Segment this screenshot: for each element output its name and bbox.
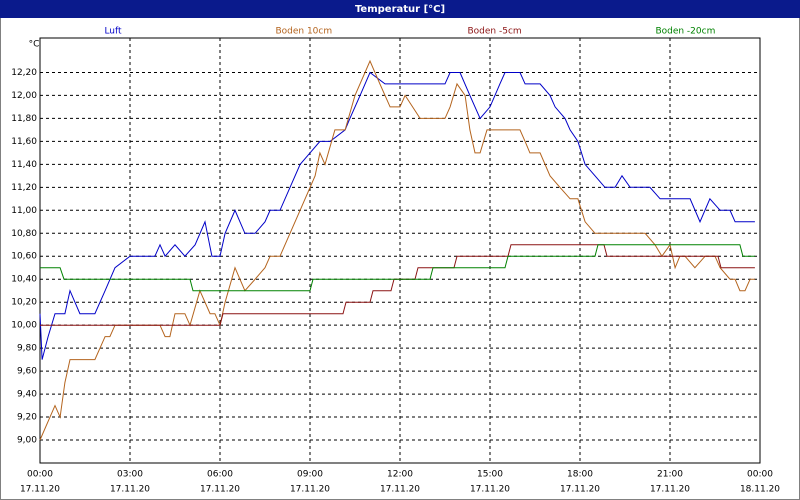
x-tick-label: 00:00: [27, 470, 53, 480]
y-tick-label: 10,20: [11, 298, 37, 308]
x-tick-date: 17.11.20: [560, 485, 600, 495]
x-tick-label: 03:00: [117, 470, 143, 480]
x-tick-label: 15:00: [477, 470, 503, 480]
x-tick-date: 18.11.20: [740, 485, 780, 495]
y-tick-label: 12,20: [11, 68, 37, 78]
y-tick-label: 9,60: [17, 367, 37, 377]
x-tick-label: 18:00: [567, 470, 593, 480]
chart-title: Temperatur [°C]: [355, 4, 445, 15]
y-tick-label: 12,00: [11, 91, 37, 101]
x-tick-date: 17.11.20: [380, 485, 420, 495]
legend-entry: Boden -5cm: [468, 27, 522, 37]
series-line: [40, 244, 755, 292]
legend-entry: Boden 10cm: [275, 27, 332, 37]
y-tick-label: 9,80: [17, 344, 37, 354]
x-tick-label: 12:00: [387, 470, 413, 480]
legend-entry: Luft: [104, 27, 122, 37]
y-tick-label: 11,80: [11, 114, 37, 124]
y-tick-label: 10,60: [11, 252, 37, 262]
x-tick-date: 17.11.20: [110, 485, 150, 495]
y-tick-label: 10,00: [11, 321, 37, 331]
y-tick-label: 11,60: [11, 137, 37, 147]
y-tick-label: 9,00: [17, 436, 37, 446]
y-tick-label: 9,20: [17, 413, 37, 423]
y-tick-label: 11,40: [11, 160, 37, 170]
series-line: [39, 59, 755, 441]
y-unit: °C: [29, 40, 40, 50]
title-bar: [0, 0, 800, 18]
y-tick-label: 11,00: [11, 206, 37, 216]
series-line: [40, 244, 755, 326]
x-tick-date: 17.11.20: [200, 485, 240, 495]
y-tick-label: 10,40: [11, 275, 37, 285]
x-tick-date: 17.11.20: [650, 485, 690, 495]
x-tick-date: 17.11.20: [20, 485, 60, 495]
x-tick-date: 17.11.20: [290, 485, 330, 495]
x-tick-date: 17.11.20: [470, 485, 510, 495]
y-tick-label: 9,40: [17, 390, 37, 400]
y-tick-label: 10,80: [11, 229, 37, 239]
x-tick-label: 00:00: [747, 470, 773, 480]
x-tick-label: 09:00: [297, 470, 323, 480]
x-tick-label: 21:00: [657, 470, 683, 480]
x-tick-label: 06:00: [207, 470, 233, 480]
series-line: [39, 71, 755, 360]
y-tick-label: 11,20: [11, 183, 37, 193]
legend-entry: Boden -20cm: [655, 27, 715, 37]
